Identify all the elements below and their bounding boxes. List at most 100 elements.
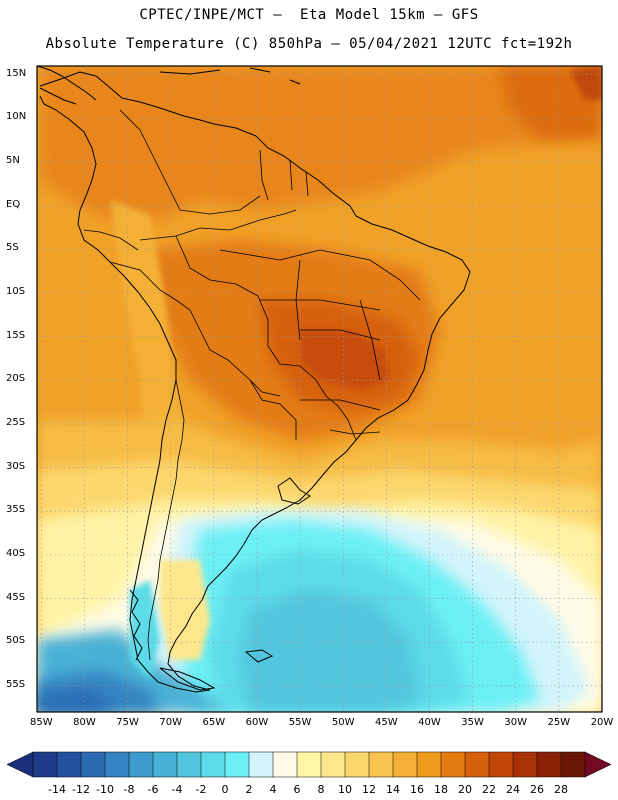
- lon-label: 30W: [504, 717, 528, 728]
- colorbar-tick-label: 2: [245, 783, 253, 796]
- lat-label: 30S: [6, 460, 26, 472]
- colorbar-swatch: [368, 751, 394, 778]
- lat-label: 40S: [6, 547, 26, 559]
- colorbar-tick-label: -10: [96, 783, 114, 796]
- temperature-field: [37, 66, 602, 712]
- zone-22-ne: [500, 66, 602, 140]
- colorbar-tick-label: 28: [554, 783, 568, 796]
- lon-label: 75W: [116, 717, 139, 728]
- colorbar-swatch: [320, 751, 346, 778]
- title-line-1: CPTEC/INPE/MCT – Eta Model 15km – GFS: [139, 7, 479, 23]
- colorbar-tick-label: 0: [221, 783, 229, 796]
- colorbar-swatch: [80, 751, 106, 778]
- colorbar-swatch: [248, 751, 274, 778]
- colorbar-tick-label: -8: [123, 783, 135, 796]
- colorbar-swatch: [200, 751, 226, 778]
- colorbar-min-arrow: [6, 751, 34, 778]
- border-colombia-venezuela: [119, 109, 261, 215]
- zone-patagonia: [160, 560, 210, 660]
- border-ecuador: [83, 229, 139, 251]
- country-borders: [83, 109, 421, 661]
- colorbar-tick-label: 14: [386, 783, 400, 796]
- colorbar-swatch: [296, 751, 322, 778]
- colorbar-swatch: [560, 751, 586, 778]
- lon-label: 80W: [73, 717, 96, 728]
- chile-islands: [129, 589, 143, 661]
- lon-label: 45W: [375, 717, 398, 728]
- lat-label: 15N: [6, 67, 27, 79]
- lat-label: 10S: [6, 285, 26, 297]
- colorbar-swatch: [392, 751, 418, 778]
- lat-label: 45S: [6, 591, 26, 603]
- lon-label: 25W: [547, 717, 571, 728]
- brazil-state-lines: [219, 249, 421, 435]
- lon-label: 65W: [202, 717, 226, 728]
- colorbar-tick-label: 20: [458, 783, 472, 796]
- title-line-2: Absolute Temperature (C) 850hPa – 05/04/…: [45, 36, 573, 52]
- colorbar-tick-label: 26: [530, 783, 544, 796]
- lon-label: 40W: [418, 717, 441, 728]
- colorbar-tick-label: 6: [293, 783, 301, 796]
- zone-24-core: [300, 330, 390, 390]
- coastlines: [37, 66, 471, 693]
- colorbar-swatch: [272, 751, 298, 778]
- colorbar-swatch: [488, 751, 514, 778]
- colorbar-tick-label: 24: [506, 783, 520, 796]
- colorbar-swatch: [176, 751, 202, 778]
- colorbar: [6, 751, 612, 778]
- colorbar-tick-label: 12: [362, 783, 376, 796]
- tierra-del-fuego: [159, 667, 216, 691]
- colorbar-swatch: [32, 751, 58, 778]
- colorbar-tick-label: 22: [482, 783, 496, 796]
- colorbar-tick-label: -12: [72, 783, 90, 796]
- lat-label: 10N: [6, 111, 27, 123]
- colorbar-tick-label: 4: [269, 783, 277, 796]
- uruguay-coast: [277, 477, 311, 505]
- colorbar-swatch: [56, 751, 82, 778]
- colorbar-swatch: [224, 751, 250, 778]
- lon-label: 70W: [159, 717, 182, 728]
- lat-label: 50S: [6, 635, 26, 647]
- colorbar-tick-label: 8: [317, 783, 325, 796]
- lon-label: 20W: [590, 717, 614, 728]
- colorbar-swatch: [536, 751, 562, 778]
- colorbar-swatch: [440, 751, 466, 778]
- lat-label: 5N: [6, 155, 20, 167]
- border-paraguay: [249, 379, 297, 440]
- colorbar-max-arrow: [584, 751, 612, 778]
- colorbar-tick-label: 18: [434, 783, 448, 796]
- lat-label: 15S: [6, 329, 26, 341]
- colorbar-swatch: [464, 751, 490, 778]
- colorbar-tick-label: -14: [48, 783, 66, 796]
- falkland-islands: [244, 649, 274, 663]
- lon-label: 85W: [30, 717, 53, 728]
- colorbar-swatch: [512, 751, 538, 778]
- border-argentina-chile: [147, 379, 185, 661]
- colorbar-tick-label: -6: [147, 783, 159, 796]
- caribbean-islands: [159, 67, 301, 85]
- colorbar-tick-label: 10: [338, 783, 352, 796]
- colorbar-tick-label: 16: [410, 783, 424, 796]
- lat-label: 20S: [6, 373, 26, 385]
- central-america-coast: [37, 66, 97, 105]
- colorbar-tick-label: -4: [171, 783, 183, 796]
- colorbar-swatch: [416, 751, 442, 778]
- lat-label: EQ: [6, 198, 21, 210]
- colorbar-swatch: [152, 751, 178, 778]
- colorbar-swatch: [104, 751, 130, 778]
- lon-label: 50W: [331, 717, 355, 728]
- zone-minus2: [240, 590, 420, 712]
- lat-label: 25S: [6, 416, 26, 428]
- zone-andes-cool: [110, 200, 185, 470]
- lat-label: 55S: [6, 678, 26, 690]
- border-guianas: [259, 149, 309, 201]
- lon-label: 35W: [461, 717, 484, 728]
- colorbar-tick-label: -2: [195, 783, 207, 796]
- border-brazil-west: [139, 209, 357, 441]
- colorbar-swatch: [128, 751, 154, 778]
- colorbar-swatch: [344, 751, 370, 778]
- zone-southwest-cold: [37, 690, 120, 712]
- lat-label: 5S: [6, 242, 19, 254]
- south-america-coastline: [39, 71, 471, 693]
